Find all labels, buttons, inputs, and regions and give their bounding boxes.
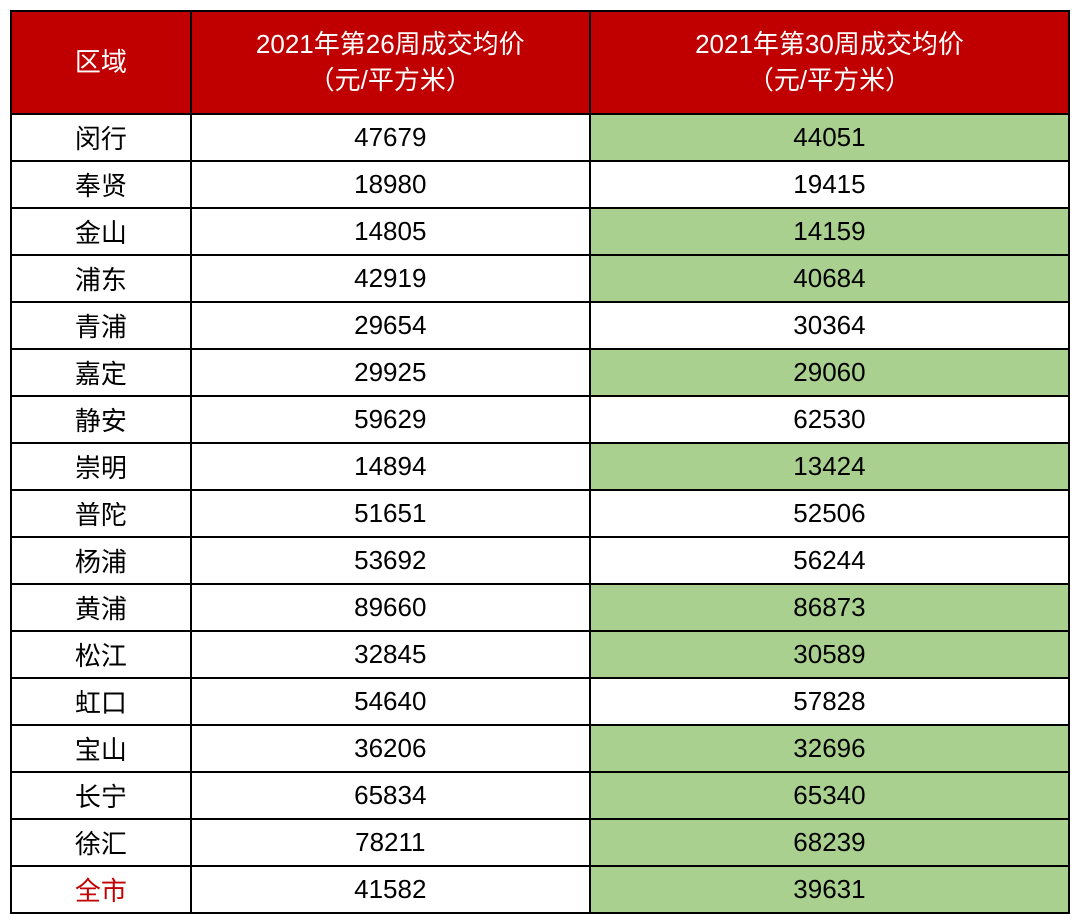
week30-cell: 19415: [590, 161, 1069, 208]
region-cell: 黄浦: [11, 584, 191, 631]
table-row: 金山1480514159: [11, 208, 1069, 255]
week30-cell: 29060: [590, 349, 1069, 396]
week30-cell: 40684: [590, 255, 1069, 302]
week30-cell: 57828: [590, 678, 1069, 725]
week30-cell: 32696: [590, 725, 1069, 772]
week26-cell: 89660: [191, 584, 590, 631]
table-row: 静安5962962530: [11, 396, 1069, 443]
table-row: 青浦2965430364: [11, 302, 1069, 349]
week26-cell: 65834: [191, 772, 590, 819]
header-week26-line1: 2021年第26周成交均价: [256, 29, 525, 59]
table-row: 徐汇7821168239: [11, 819, 1069, 866]
week26-cell: 18980: [191, 161, 590, 208]
region-cell: 奉贤: [11, 161, 191, 208]
table-body: 闵行4767944051奉贤1898019415金山1480514159浦东42…: [11, 114, 1069, 913]
table-row: 奉贤1898019415: [11, 161, 1069, 208]
week26-cell: 29654: [191, 302, 590, 349]
week26-cell: 14805: [191, 208, 590, 255]
table-row: 长宁6583465340: [11, 772, 1069, 819]
week26-cell: 78211: [191, 819, 590, 866]
header-week26: 2021年第26周成交均价 （元/平方米）: [191, 11, 590, 114]
region-cell: 杨浦: [11, 537, 191, 584]
week30-cell: 52506: [590, 490, 1069, 537]
table-header-row: 区域 2021年第26周成交均价 （元/平方米） 2021年第30周成交均价 （…: [11, 11, 1069, 114]
table-row: 嘉定2992529060: [11, 349, 1069, 396]
table-row: 宝山3620632696: [11, 725, 1069, 772]
region-cell: 崇明: [11, 443, 191, 490]
header-region-label: 区域: [75, 47, 127, 77]
table-row: 虹口5464057828: [11, 678, 1069, 725]
week26-cell: 36206: [191, 725, 590, 772]
week30-cell: 30364: [590, 302, 1069, 349]
week30-cell: 86873: [590, 584, 1069, 631]
table-row: 黄浦8966086873: [11, 584, 1069, 631]
region-cell: 嘉定: [11, 349, 191, 396]
week26-cell: 54640: [191, 678, 590, 725]
week26-cell: 47679: [191, 114, 590, 161]
region-cell: 全市: [11, 866, 191, 913]
week30-cell: 68239: [590, 819, 1069, 866]
region-cell: 长宁: [11, 772, 191, 819]
table-row: 全市4158239631: [11, 866, 1069, 913]
table-row: 普陀5165152506: [11, 490, 1069, 537]
header-week30-line2: （元/平方米）: [748, 65, 911, 95]
week26-cell: 32845: [191, 631, 590, 678]
table-row: 松江3284530589: [11, 631, 1069, 678]
region-cell: 闵行: [11, 114, 191, 161]
table-row: 崇明1489413424: [11, 443, 1069, 490]
week30-cell: 65340: [590, 772, 1069, 819]
header-week26-line2: （元/平方米）: [309, 65, 472, 95]
region-cell: 浦东: [11, 255, 191, 302]
week26-cell: 29925: [191, 349, 590, 396]
week30-cell: 30589: [590, 631, 1069, 678]
week30-cell: 13424: [590, 443, 1069, 490]
week30-cell: 14159: [590, 208, 1069, 255]
region-cell: 青浦: [11, 302, 191, 349]
week26-cell: 59629: [191, 396, 590, 443]
week30-cell: 39631: [590, 866, 1069, 913]
price-comparison-table: 区域 2021年第26周成交均价 （元/平方米） 2021年第30周成交均价 （…: [10, 10, 1070, 914]
week26-cell: 41582: [191, 866, 590, 913]
table-row: 杨浦5369256244: [11, 537, 1069, 584]
region-cell: 宝山: [11, 725, 191, 772]
week30-cell: 56244: [590, 537, 1069, 584]
week26-cell: 14894: [191, 443, 590, 490]
region-cell: 普陀: [11, 490, 191, 537]
week30-cell: 62530: [590, 396, 1069, 443]
header-region: 区域: [11, 11, 191, 114]
header-week30-line1: 2021年第30周成交均价: [695, 29, 964, 59]
table-row: 闵行4767944051: [11, 114, 1069, 161]
table-row: 浦东4291940684: [11, 255, 1069, 302]
region-cell: 徐汇: [11, 819, 191, 866]
week26-cell: 53692: [191, 537, 590, 584]
header-week30: 2021年第30周成交均价 （元/平方米）: [590, 11, 1069, 114]
region-cell: 静安: [11, 396, 191, 443]
region-cell: 虹口: [11, 678, 191, 725]
region-cell: 金山: [11, 208, 191, 255]
week30-cell: 44051: [590, 114, 1069, 161]
week26-cell: 42919: [191, 255, 590, 302]
region-cell: 松江: [11, 631, 191, 678]
week26-cell: 51651: [191, 490, 590, 537]
